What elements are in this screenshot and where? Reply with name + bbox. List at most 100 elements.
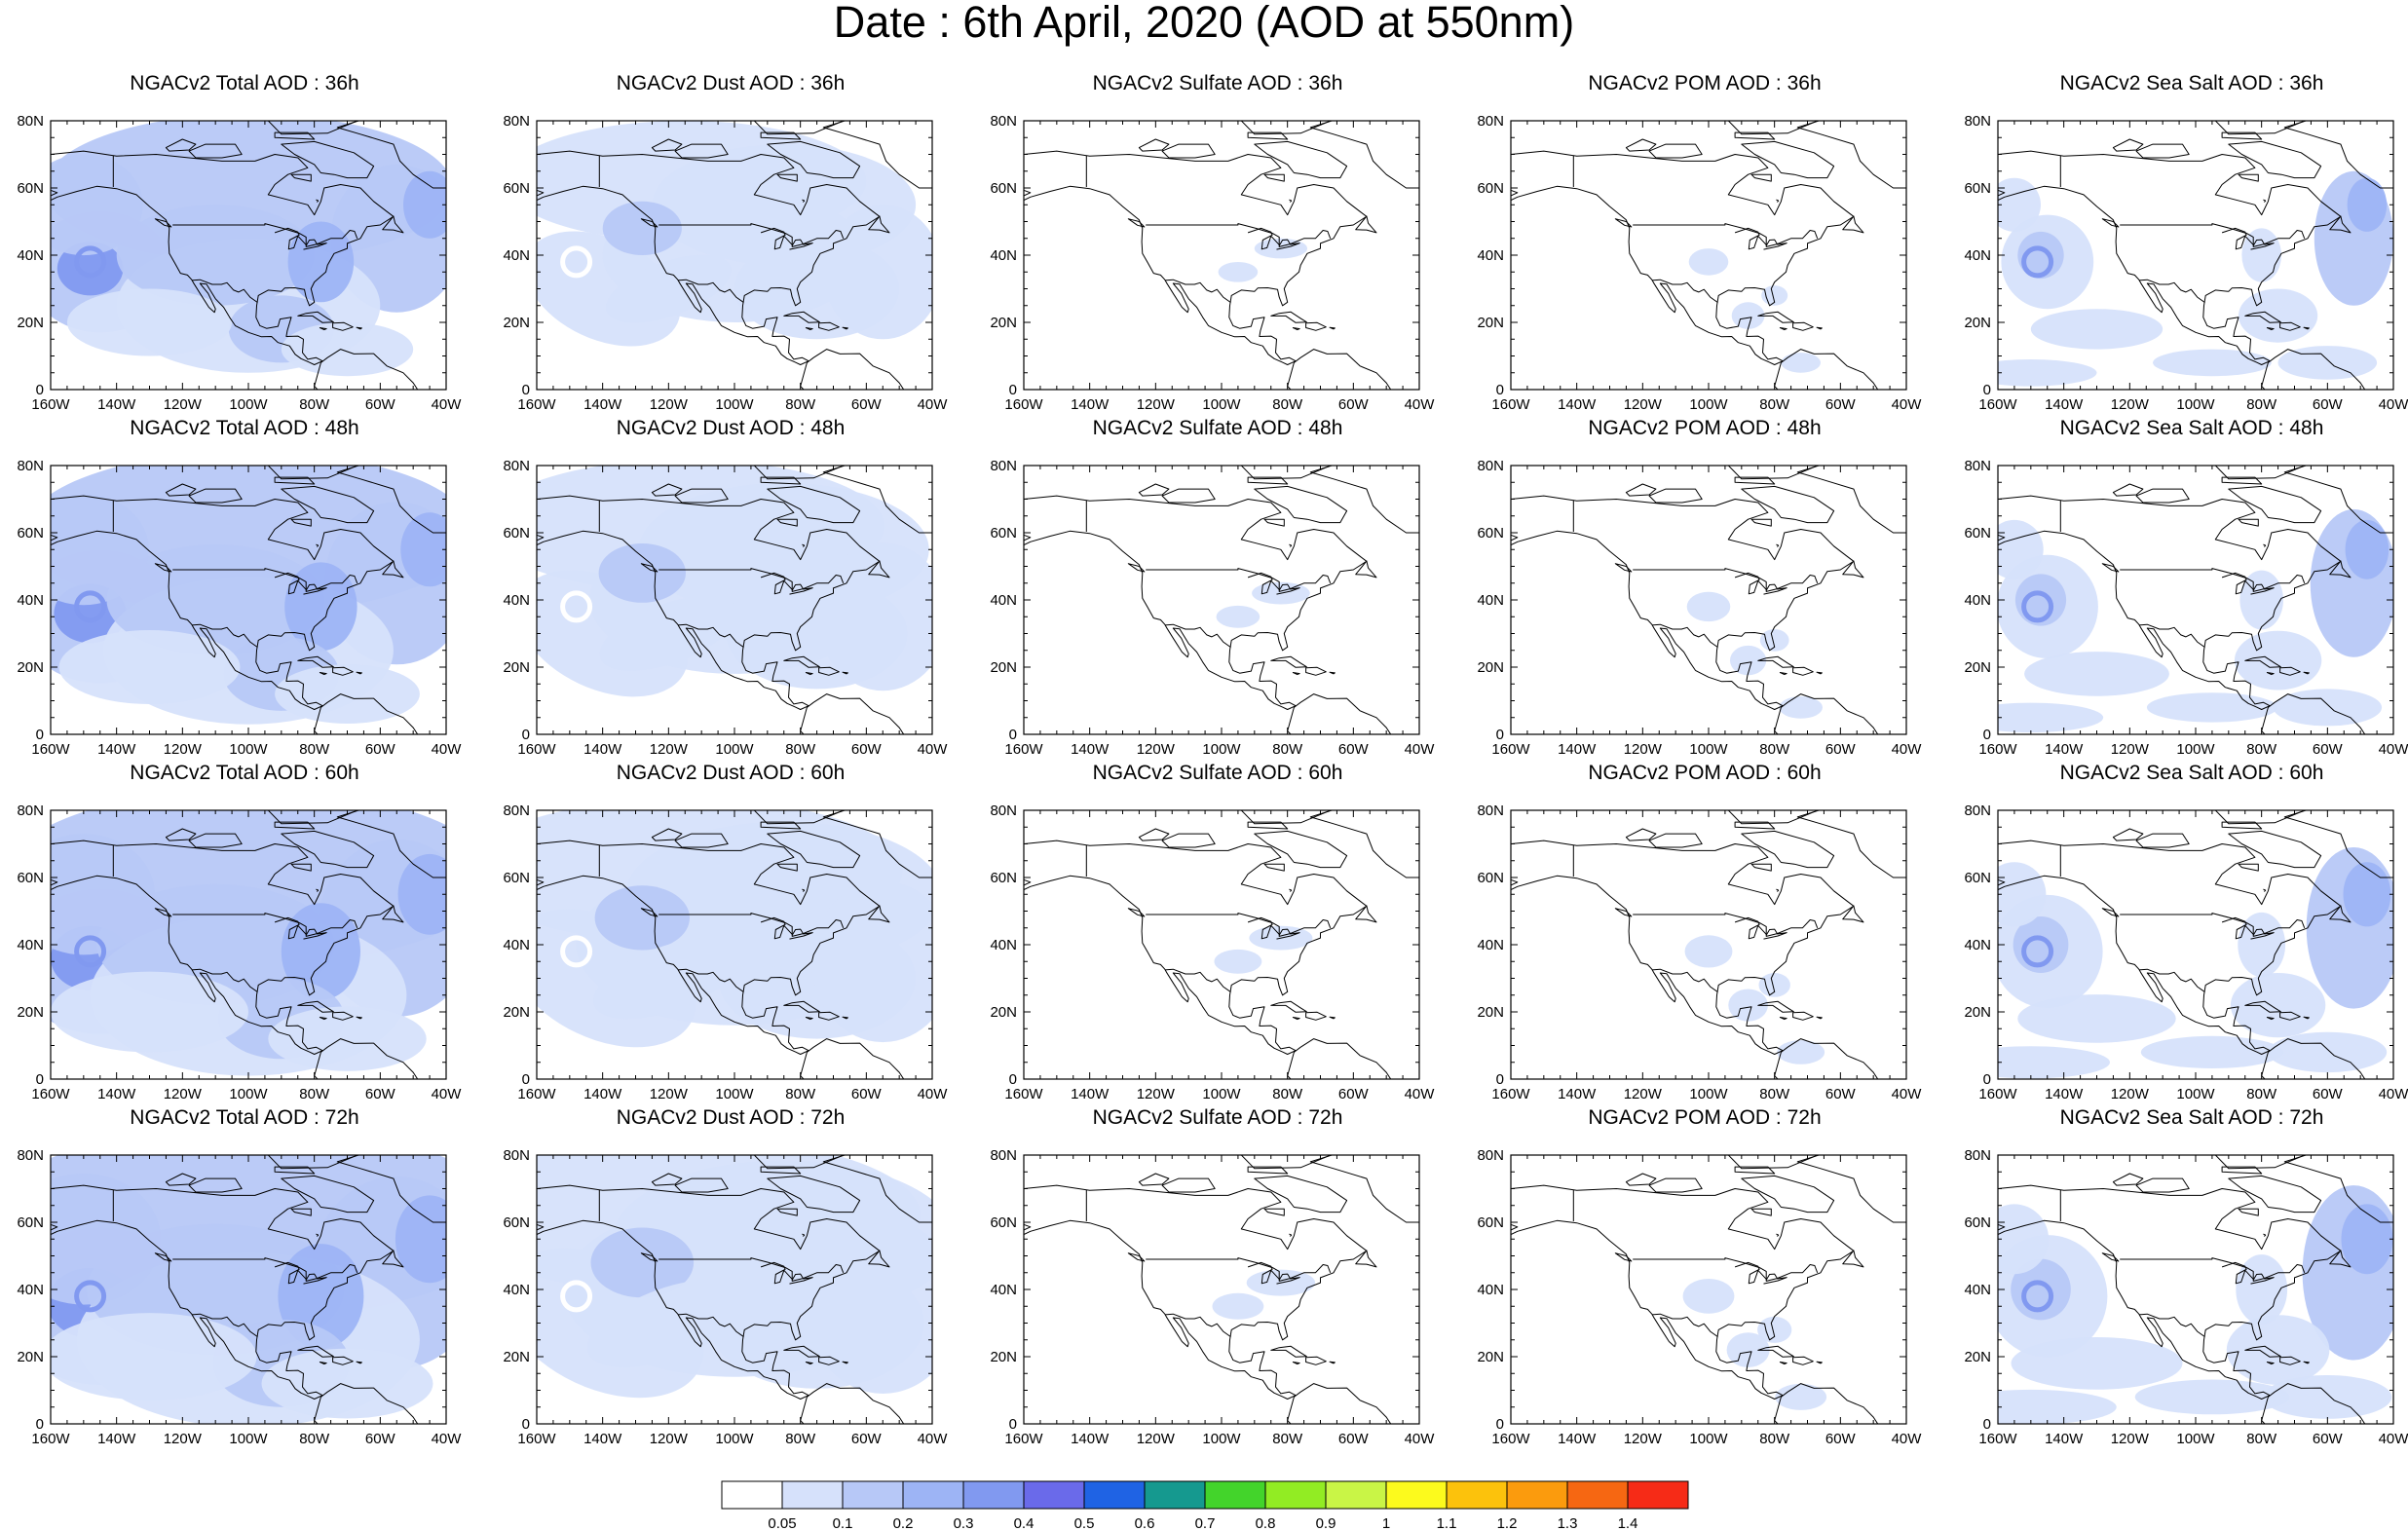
border-usMexico bbox=[1165, 623, 1231, 649]
aod-plume bbox=[66, 288, 233, 356]
border-greatLakes bbox=[1734, 1261, 1787, 1285]
lat-tick-label: 40N bbox=[990, 592, 1017, 609]
lon-tick-label: 120W bbox=[650, 1431, 689, 1447]
coastline-puerto bbox=[2303, 326, 2310, 330]
colorbar-swatch bbox=[1446, 1480, 1508, 1510]
map-panel: NGACv2 POM AOD : 60h 160W 140W 120W 100W 80W 6… bbox=[1464, 762, 1949, 1108]
lat-tick-label: 0 bbox=[522, 727, 530, 743]
map-plot: 160W 140W 120W 100W 80W 60W 40W 80N 60N 40N 20N 0 bbox=[503, 458, 948, 758]
lat-tick-label: 20N bbox=[503, 1349, 530, 1365]
coastline-newfoundland bbox=[382, 1250, 404, 1268]
coastline-cuba bbox=[1757, 655, 1794, 668]
coastline-hispaniola bbox=[1305, 666, 1327, 676]
aod-plume bbox=[602, 201, 682, 255]
lon-tick-label: 80W bbox=[785, 1431, 816, 1447]
coastline-vancouver bbox=[2101, 563, 2120, 573]
coastline-southAmerica bbox=[1287, 349, 1392, 390]
coastlines bbox=[1998, 466, 2393, 734]
lat-tick-label: 20N bbox=[990, 315, 1017, 331]
coastline-devon bbox=[760, 821, 802, 830]
lat-tick-label: 20N bbox=[1964, 1349, 1991, 1365]
lat-tick-label: 80N bbox=[503, 1147, 530, 1164]
lat-tick-label: 40N bbox=[1477, 247, 1504, 264]
lon-tick-label: 100W bbox=[229, 741, 268, 758]
aod-field bbox=[51, 1155, 446, 1424]
coastline-jamaica bbox=[805, 1362, 813, 1365]
coastline-southAmerica bbox=[1774, 1383, 1879, 1424]
border-usCanada bbox=[1146, 913, 1332, 937]
lon-tick-label: 140W bbox=[97, 741, 136, 758]
lon-tick-label: 140W bbox=[1558, 1431, 1597, 1447]
lon-tick-label: 120W bbox=[164, 1086, 203, 1102]
lat-tick-label: 60N bbox=[1477, 180, 1504, 197]
border-usCanada bbox=[172, 913, 358, 937]
map-plot: 160W 140W 120W 100W 80W 60W 40W 80N 60N 40N 20N 0 bbox=[1477, 113, 1922, 413]
coastline-victoria bbox=[2135, 143, 2190, 159]
border-hudsonIslands bbox=[802, 543, 806, 547]
lat-tick-label: 80N bbox=[17, 1147, 44, 1164]
lat-tick-label: 20N bbox=[1477, 1349, 1504, 1365]
lon-tick-label: 60W bbox=[365, 741, 396, 758]
lon-tick-label: 140W bbox=[583, 1431, 622, 1447]
aod-plume bbox=[2347, 177, 2388, 232]
coastline-ellesmere bbox=[2214, 1155, 2307, 1170]
coastline-vancouver bbox=[154, 563, 172, 573]
aod-plume bbox=[403, 170, 446, 239]
panel-title: NGACv2 POM AOD : 36h bbox=[1588, 72, 1822, 94]
coastline-southAmerica bbox=[1287, 693, 1392, 734]
lon-tick-label: 120W bbox=[1137, 1086, 1176, 1102]
border-usMexico bbox=[192, 1313, 258, 1338]
border-usCanada bbox=[2120, 223, 2306, 247]
aod-plume bbox=[1218, 262, 1259, 282]
border-greatLakes bbox=[274, 1261, 327, 1285]
lat-tick-label: 0 bbox=[1496, 1071, 1504, 1088]
figure-title: Date : 6th April, 2020 (AOD at 550nm) bbox=[833, 0, 1575, 47]
panel-title: NGACv2 Sea Salt AOD : 72h bbox=[2059, 1106, 2324, 1129]
coastline-cuba bbox=[1270, 1345, 1307, 1358]
coastline-vancouver bbox=[2101, 1252, 2120, 1262]
cyclone-swirl bbox=[74, 245, 107, 279]
coastline-greenland bbox=[1309, 121, 1419, 189]
coastline-cuba bbox=[783, 1000, 820, 1013]
border-usMexico bbox=[678, 1313, 744, 1338]
colorbar-label: 0.2 bbox=[893, 1515, 914, 1531]
lat-tick-label: 20N bbox=[17, 315, 44, 331]
cyclone-swirl bbox=[560, 935, 593, 968]
coastline-victoria bbox=[674, 1177, 729, 1193]
coastline-ellesmere bbox=[1240, 1155, 1333, 1170]
aod-plume bbox=[1757, 1316, 1792, 1343]
colorbar-label: 1.3 bbox=[1558, 1515, 1578, 1531]
coastline-greenland bbox=[822, 810, 932, 878]
map-panel: NGACv2 Sea Salt AOD : 36h 160W 140W 120W 100… bbox=[1951, 72, 2408, 419]
coastline-southampton bbox=[2238, 173, 2259, 182]
coastline-newfoundland bbox=[1355, 1250, 1377, 1268]
border-usCanada bbox=[1633, 568, 1819, 592]
aod-field bbox=[1998, 1155, 2393, 1424]
coastline-newfoundland bbox=[382, 560, 404, 579]
border-greatLakes bbox=[274, 227, 327, 250]
coastline-northAmerica bbox=[1998, 150, 2342, 365]
cyclone-swirl bbox=[2021, 245, 2054, 279]
coastline-puerto bbox=[2303, 1361, 2310, 1364]
lon-tick-label: 40W bbox=[432, 741, 463, 758]
coastline-southAmerica bbox=[314, 1383, 419, 1424]
aod-field bbox=[1511, 466, 1906, 734]
aod-plume bbox=[2017, 994, 2176, 1043]
lon-tick-label: 120W bbox=[2111, 741, 2150, 758]
coastline-newfoundland bbox=[382, 215, 404, 234]
lat-tick-label: 0 bbox=[1983, 727, 1991, 743]
coastline-banks bbox=[165, 483, 197, 497]
coastline-hispaniola bbox=[2279, 666, 2301, 676]
border-usCanada bbox=[658, 913, 845, 937]
lat-tick-label: 0 bbox=[36, 1071, 44, 1088]
coastline-southAmerica bbox=[800, 1038, 905, 1079]
border-greatLakes bbox=[2221, 1261, 2275, 1285]
border-usCanada bbox=[658, 223, 845, 247]
colorbar-swatch bbox=[1083, 1480, 1146, 1510]
lat-tick-label: 80N bbox=[1477, 803, 1504, 819]
aod-plume bbox=[1682, 1279, 1735, 1314]
lon-tick-label: 100W bbox=[229, 396, 268, 413]
coastline-ellesmere bbox=[1240, 121, 1333, 135]
coastline-newfoundland bbox=[2329, 905, 2352, 923]
border-usCanada bbox=[1633, 223, 1819, 247]
